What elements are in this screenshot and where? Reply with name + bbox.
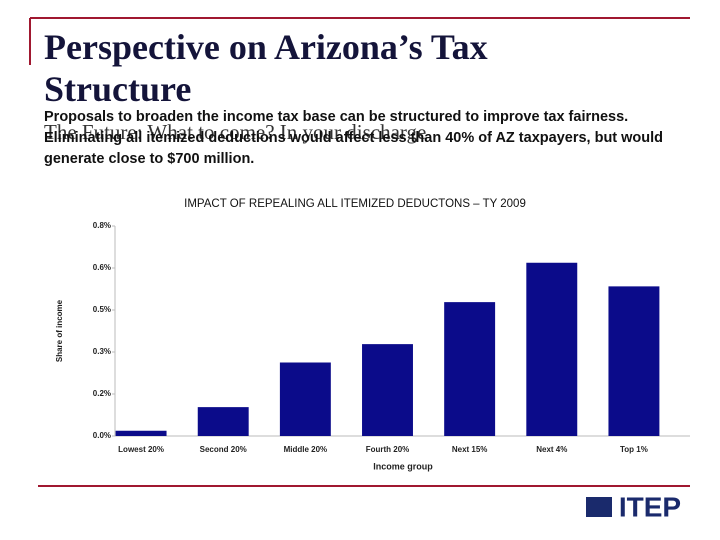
logo: ITEP [586, 491, 681, 522]
bar [608, 286, 660, 436]
subtitle: The Future: What to come? In your discha… [44, 120, 427, 144]
x-tick-label: Next 15% [452, 445, 488, 454]
slide-title: Perspective on Arizona’s Tax Structure [44, 27, 488, 109]
y-tick-label: 0.0% [93, 431, 111, 440]
body-text: Proposals to broaden the income tax base… [44, 109, 664, 167]
bar [115, 430, 167, 436]
chart-title: IMPACT OF REPEALING ALL ITEMIZED DEDUCTO… [184, 198, 526, 210]
bar [526, 262, 578, 436]
x-tick-label: Next 4% [536, 445, 567, 454]
bar [197, 407, 249, 436]
x-tick-label: Top 1% [620, 445, 648, 454]
y-tick-label: 0.2% [93, 389, 111, 398]
y-tick-label: 0.8% [93, 221, 111, 230]
x-tick-label: Middle 20% [284, 445, 328, 454]
y-axis-label: Share of income [55, 299, 64, 362]
bar [444, 302, 496, 436]
y-tick-label: 0.6% [93, 263, 111, 272]
logo-icon [586, 497, 612, 517]
x-tick-label: Second 20% [200, 445, 247, 454]
x-tick-label: Fourth 20% [366, 445, 410, 454]
y-tick-label: 0.3% [93, 347, 111, 356]
x-axis-label: Income group [373, 461, 433, 471]
logo-text: ITEP [619, 491, 681, 522]
bar [362, 344, 413, 436]
bar [279, 362, 331, 436]
y-tick-label: 0.5% [93, 305, 111, 314]
x-tick-label: Lowest 20% [118, 445, 164, 454]
